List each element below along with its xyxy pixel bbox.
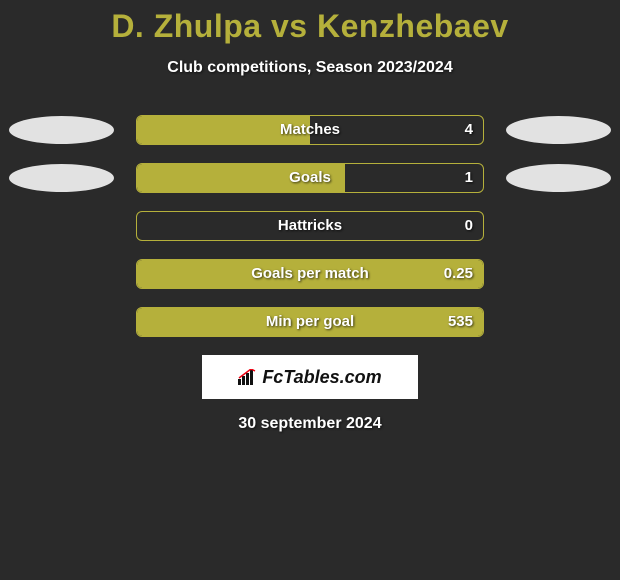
left-ellipse [9, 116, 114, 144]
stat-row: Goals per match 0.25 [0, 259, 620, 289]
right-ellipse-spacer [506, 308, 611, 336]
stat-row: Hattricks 0 [0, 211, 620, 241]
left-ellipse [9, 164, 114, 192]
chart-icon [238, 369, 258, 385]
stat-value: 535 [448, 308, 473, 336]
left-ellipse-spacer [9, 308, 114, 336]
right-ellipse [506, 164, 611, 192]
date-label: 30 september 2024 [0, 415, 620, 433]
logo: FcTables.com [238, 367, 381, 388]
subtitle: Club competitions, Season 2023/2024 [0, 59, 620, 77]
stat-value: 0.25 [444, 260, 473, 288]
stat-label: Hattricks [137, 212, 483, 240]
stat-row: Matches 4 [0, 115, 620, 145]
stat-value: 4 [465, 116, 473, 144]
right-ellipse [506, 116, 611, 144]
page-title: D. Zhulpa vs Kenzhebaev [0, 8, 620, 45]
stat-bar: Goals per match 0.25 [136, 259, 484, 289]
stat-row: Min per goal 535 [0, 307, 620, 337]
stat-label: Min per goal [137, 308, 483, 336]
left-ellipse-spacer [9, 212, 114, 240]
stat-bar: Goals 1 [136, 163, 484, 193]
logo-box: FcTables.com [202, 355, 418, 399]
right-ellipse-spacer [506, 212, 611, 240]
stats-rows: Matches 4 Goals 1 Hattricks 0 [0, 115, 620, 337]
stat-label: Matches [137, 116, 483, 144]
stat-label: Goals [137, 164, 483, 192]
stat-bar: Matches 4 [136, 115, 484, 145]
stat-bar: Min per goal 535 [136, 307, 484, 337]
infographic-container: D. Zhulpa vs Kenzhebaev Club competition… [0, 8, 620, 433]
left-ellipse-spacer [9, 260, 114, 288]
logo-text: FcTables.com [262, 367, 381, 388]
stat-value: 1 [465, 164, 473, 192]
stat-row: Goals 1 [0, 163, 620, 193]
stat-label: Goals per match [137, 260, 483, 288]
right-ellipse-spacer [506, 260, 611, 288]
stat-bar: Hattricks 0 [136, 211, 484, 241]
stat-value: 0 [465, 212, 473, 240]
